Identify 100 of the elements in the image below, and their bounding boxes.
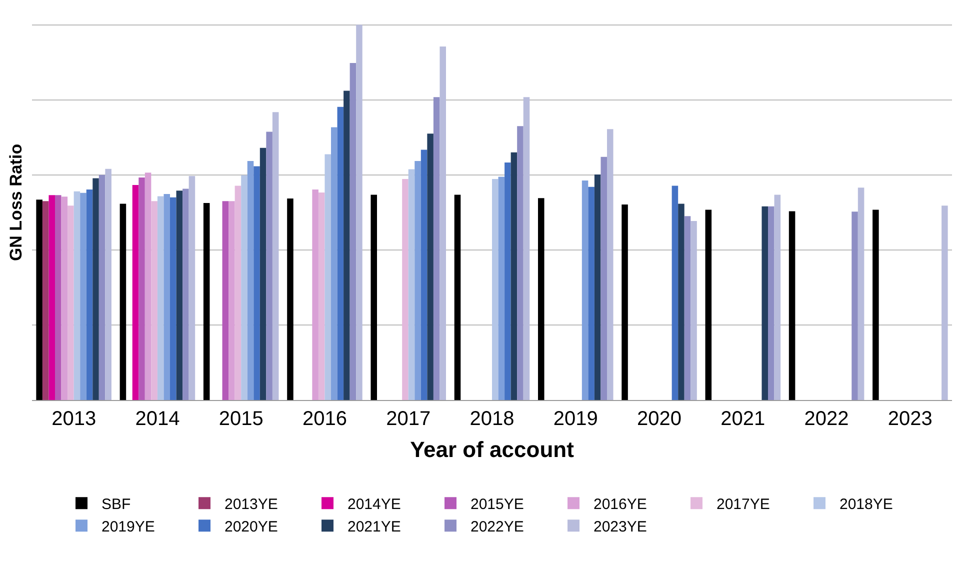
bar bbox=[176, 190, 183, 400]
bar bbox=[260, 148, 266, 400]
bar bbox=[504, 162, 511, 400]
bar bbox=[55, 195, 62, 400]
legend-label: 2023YE bbox=[594, 518, 647, 536]
bar bbox=[788, 211, 796, 400]
bar bbox=[254, 166, 260, 400]
bar bbox=[774, 194, 781, 400]
x-tick-label: 2023 bbox=[888, 408, 932, 430]
bar bbox=[607, 129, 614, 400]
bar bbox=[48, 195, 55, 400]
bar bbox=[356, 24, 362, 400]
bar bbox=[324, 154, 331, 400]
x-tick-label: 2021 bbox=[720, 408, 766, 430]
bar bbox=[287, 198, 294, 400]
bar bbox=[86, 189, 93, 400]
bar bbox=[331, 127, 338, 400]
bar bbox=[852, 212, 858, 400]
bar bbox=[92, 178, 99, 400]
bar bbox=[105, 168, 112, 400]
legend-label: 2013YE bbox=[224, 496, 278, 513]
bar bbox=[228, 201, 235, 400]
bar bbox=[42, 201, 49, 400]
bar bbox=[408, 169, 415, 400]
bar bbox=[138, 177, 145, 400]
legend-label: 2019YE bbox=[102, 518, 155, 536]
bar bbox=[768, 206, 774, 400]
x-tick-label: 2016 bbox=[302, 408, 347, 430]
bar bbox=[672, 186, 678, 400]
bar bbox=[594, 174, 601, 400]
y-axis-title: GN Loss Ratio bbox=[6, 144, 26, 262]
bar bbox=[942, 206, 948, 400]
legend-label: 2022YE bbox=[470, 518, 524, 536]
bar bbox=[74, 191, 80, 400]
bar bbox=[420, 150, 428, 400]
x-tick-label: 2022 bbox=[804, 408, 849, 430]
bar bbox=[266, 132, 272, 400]
bar bbox=[858, 188, 864, 400]
bar bbox=[427, 134, 434, 400]
bar bbox=[344, 90, 350, 400]
bar bbox=[517, 126, 524, 400]
legend-label: 2016YE bbox=[594, 496, 647, 513]
bar bbox=[588, 186, 594, 400]
x-tick-label: 2020 bbox=[637, 408, 682, 430]
bar bbox=[247, 160, 254, 400]
bar bbox=[600, 156, 607, 400]
bar bbox=[312, 189, 318, 400]
bar bbox=[690, 221, 697, 400]
bar bbox=[170, 197, 176, 400]
bar bbox=[433, 97, 440, 400]
bar bbox=[272, 112, 279, 400]
bar bbox=[203, 202, 210, 400]
x-axis-title: Year of account bbox=[410, 436, 575, 462]
bar bbox=[132, 184, 139, 400]
legend-label: 2018YE bbox=[840, 496, 893, 513]
bar bbox=[872, 210, 879, 400]
legend-label: 2014YE bbox=[348, 496, 401, 513]
x-tick-label: 2018 bbox=[470, 408, 514, 430]
bar bbox=[684, 216, 691, 400]
bar bbox=[98, 174, 106, 400]
bar bbox=[582, 180, 588, 400]
bar bbox=[36, 200, 42, 400]
bar bbox=[538, 198, 544, 400]
bar bbox=[440, 46, 446, 400]
bar bbox=[222, 201, 229, 400]
bar bbox=[144, 172, 152, 400]
bar bbox=[164, 194, 170, 400]
x-tick-label: 2019 bbox=[553, 408, 598, 430]
legend-label: 2020YE bbox=[224, 518, 278, 536]
bar bbox=[157, 196, 164, 400]
bar bbox=[622, 204, 628, 400]
legend-label: 2015YE bbox=[470, 496, 524, 513]
bar bbox=[414, 160, 421, 400]
bar bbox=[318, 192, 325, 400]
bar bbox=[61, 196, 68, 400]
legend-label: SBF bbox=[102, 496, 131, 513]
x-tick-label: 2014 bbox=[135, 408, 180, 430]
bar bbox=[510, 152, 518, 400]
bar bbox=[337, 106, 344, 400]
bar bbox=[234, 186, 242, 400]
bar bbox=[120, 204, 126, 400]
bar bbox=[762, 206, 768, 400]
bar bbox=[350, 63, 356, 400]
bar bbox=[454, 194, 461, 400]
x-tick-label: 2017 bbox=[386, 408, 431, 430]
bar bbox=[182, 188, 189, 400]
bar bbox=[151, 201, 158, 400]
bar bbox=[498, 176, 505, 400]
x-tick-label: 2013 bbox=[52, 408, 96, 430]
legend-label: 2021YE bbox=[348, 518, 401, 536]
bar bbox=[68, 206, 74, 400]
legend-label: 2017YE bbox=[716, 496, 770, 513]
bar bbox=[402, 178, 408, 400]
bar bbox=[80, 192, 86, 400]
bar bbox=[370, 194, 377, 400]
bar bbox=[241, 175, 248, 400]
bar bbox=[523, 97, 530, 400]
bar bbox=[705, 210, 712, 400]
bar bbox=[188, 176, 196, 400]
bar bbox=[678, 204, 684, 400]
